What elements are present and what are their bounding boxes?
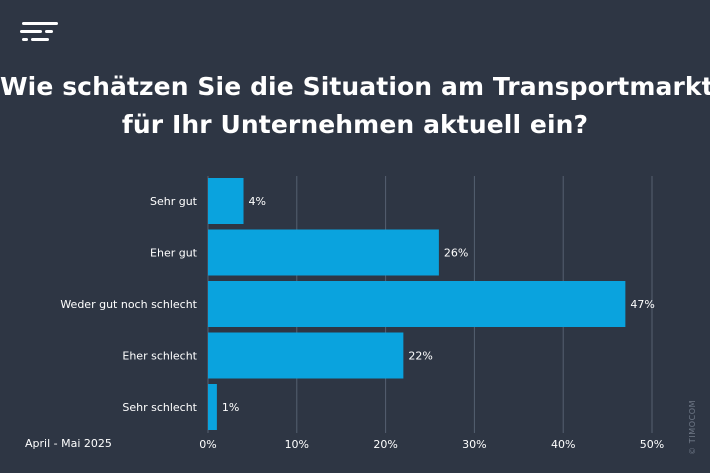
data-label: 22% (408, 350, 432, 363)
bar (208, 384, 217, 430)
survey-period: April - Mai 2025 (25, 437, 112, 450)
x-tick-label: 40% (551, 438, 575, 451)
timocom-logo-icon (20, 22, 58, 41)
x-tick-label: 0% (199, 438, 216, 451)
bar (208, 332, 404, 379)
category-label: Sehr gut (150, 195, 198, 208)
category-label: Eher schlecht (122, 350, 197, 363)
x-tick-label: 10% (285, 438, 309, 451)
chart-title: Wie schätzen Sie die Situation am Transp… (0, 68, 710, 144)
data-label: 26% (444, 247, 468, 260)
x-tick-label: 20% (373, 438, 397, 451)
bar (208, 229, 439, 276)
chart-title-line-2: für Ihr Unternehmen aktuell ein? (121, 110, 589, 139)
data-label: 47% (630, 298, 654, 311)
x-tick-label: 30% (462, 438, 486, 451)
chart-title-line-1: Wie schätzen Sie die Situation am Transp… (0, 72, 710, 101)
data-label: 1% (222, 401, 239, 414)
bar (208, 281, 626, 327)
x-tick-label: 50% (640, 438, 664, 451)
copyright-watermark: © TIMOCOM (688, 399, 697, 455)
data-label: 4% (249, 195, 266, 208)
category-label: Sehr schlecht (122, 401, 197, 414)
category-label: Weder gut noch schlecht (60, 298, 197, 311)
bar (208, 178, 244, 224)
category-label: Eher gut (150, 247, 198, 260)
